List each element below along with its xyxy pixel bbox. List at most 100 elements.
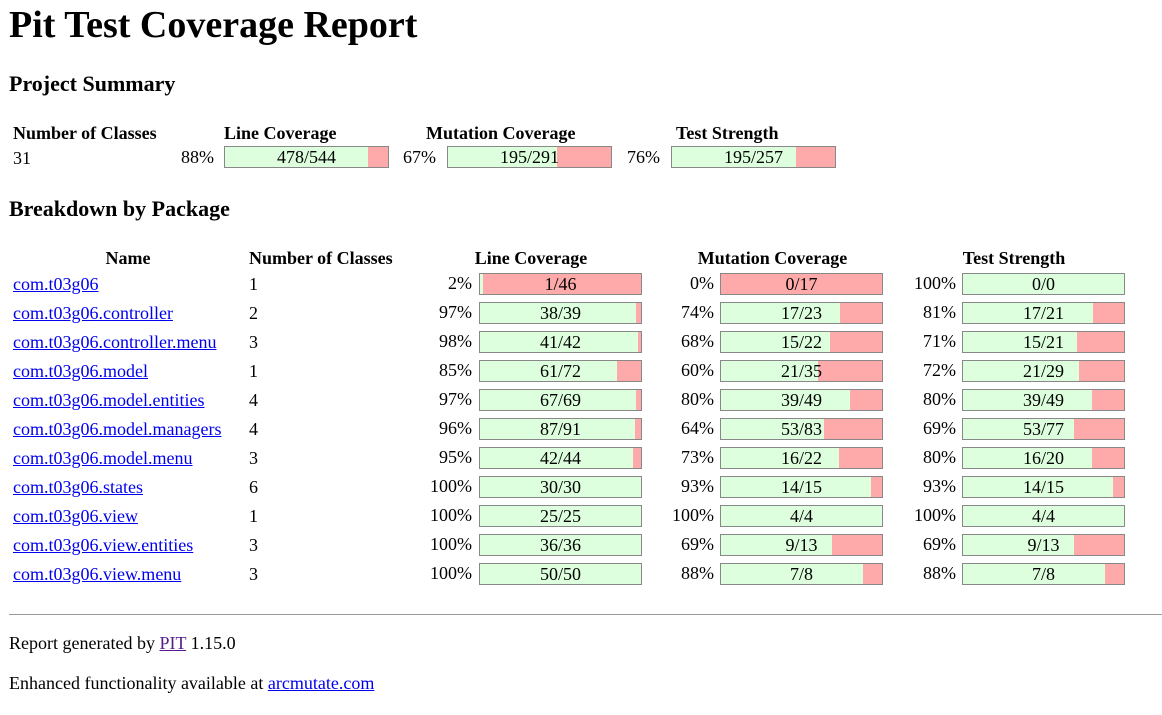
mutation-coverage-percent: 93% xyxy=(681,476,714,496)
line-coverage-percent: 100% xyxy=(430,476,472,496)
mutation-coverage-bar: 14/15 xyxy=(720,476,883,498)
test-strength-bar: 4/4 xyxy=(962,505,1125,527)
footer-enhanced-prefix: Enhanced functionality available at xyxy=(9,673,264,693)
line-coverage-bar: 50/50 xyxy=(479,563,642,585)
pit-link[interactable]: PIT xyxy=(159,633,187,653)
package-classes: 1 xyxy=(249,506,258,526)
page-title: Pit Test Coverage Report xyxy=(9,4,418,46)
summary-mutation-percent: 67% xyxy=(403,147,436,167)
line-coverage-bar: 36/36 xyxy=(479,534,642,556)
package-classes: 3 xyxy=(249,332,258,352)
line-coverage-bar: 87/91 xyxy=(479,418,642,440)
package-classes: 3 xyxy=(249,535,258,555)
arcmutate-link[interactable]: arcmutate.com xyxy=(267,673,375,693)
mutation-coverage-percent: 74% xyxy=(681,302,714,322)
test-strength-percent: 71% xyxy=(923,331,956,351)
package-link[interactable]: com.t03g06.controller xyxy=(13,303,173,323)
package-classes: 3 xyxy=(249,448,258,468)
line-coverage-percent: 97% xyxy=(439,302,472,322)
line-coverage-bar: 38/39 xyxy=(479,302,642,324)
test-strength-bar: 14/15 xyxy=(962,476,1125,498)
line-coverage-percent: 96% xyxy=(439,418,472,438)
footer-enhanced: Enhanced functionality available at arcm… xyxy=(9,672,374,694)
test-strength-percent: 69% xyxy=(923,418,956,438)
test-strength-bar: 17/21 xyxy=(962,302,1125,324)
summary-line-bar: 478/544 xyxy=(224,146,389,168)
test-strength-bar: 15/21 xyxy=(962,331,1125,353)
footer-generated-prefix: Report generated by xyxy=(9,633,155,653)
line-coverage-percent: 100% xyxy=(430,505,472,525)
breakdown-header-mutation: Mutation Coverage xyxy=(697,248,848,268)
summary-strength-percent: 76% xyxy=(627,147,660,167)
mutation-coverage-bar: 21/35 xyxy=(720,360,883,382)
test-strength-percent: 72% xyxy=(923,360,956,380)
test-strength-bar: 16/20 xyxy=(962,447,1125,469)
breakdown-header-classes: Number of Classes xyxy=(249,248,393,268)
summary-strength-bar: 195/257 xyxy=(671,146,836,168)
test-strength-bar: 9/13 xyxy=(962,534,1125,556)
footer-version: 1.15.0 xyxy=(190,633,236,653)
mutation-coverage-bar: 0/17 xyxy=(720,273,883,295)
breakdown-header-line: Line Coverage xyxy=(474,248,588,268)
package-link[interactable]: com.t03g06 xyxy=(13,274,99,294)
test-strength-percent: 100% xyxy=(914,505,956,525)
line-coverage-percent: 95% xyxy=(439,447,472,467)
summary-line-percent: 88% xyxy=(181,147,214,167)
test-strength-percent: 80% xyxy=(923,447,956,467)
package-link[interactable]: com.t03g06.states xyxy=(13,477,143,497)
test-strength-bar: 7/8 xyxy=(962,563,1125,585)
mutation-coverage-percent: 60% xyxy=(681,360,714,380)
mutation-coverage-percent: 88% xyxy=(681,563,714,583)
test-strength-bar: 39/49 xyxy=(962,389,1125,411)
breakdown-heading: Breakdown by Package xyxy=(9,196,230,221)
line-coverage-bar: 61/72 xyxy=(479,360,642,382)
package-link[interactable]: com.t03g06.model.managers xyxy=(13,419,222,439)
summary-header-classes: Number of Classes xyxy=(13,123,157,143)
package-classes: 4 xyxy=(249,390,258,410)
package-link[interactable]: com.t03g06.model.menu xyxy=(13,448,193,468)
mutation-coverage-bar: 15/22 xyxy=(720,331,883,353)
package-link[interactable]: com.t03g06.controller.menu xyxy=(13,332,217,352)
test-strength-percent: 69% xyxy=(923,534,956,554)
line-coverage-percent: 98% xyxy=(439,331,472,351)
mutation-coverage-bar: 4/4 xyxy=(720,505,883,527)
line-coverage-percent: 85% xyxy=(439,360,472,380)
line-coverage-percent: 97% xyxy=(439,389,472,409)
test-strength-bar: 21/29 xyxy=(962,360,1125,382)
mutation-coverage-bar: 16/22 xyxy=(720,447,883,469)
breakdown-header-strength: Test Strength xyxy=(962,248,1066,268)
line-coverage-percent: 2% xyxy=(448,273,472,293)
mutation-coverage-bar: 39/49 xyxy=(720,389,883,411)
summary-mutation-bar: 195/291 xyxy=(447,146,612,168)
summary-classes-value: 31 xyxy=(13,148,31,168)
line-coverage-bar: 25/25 xyxy=(479,505,642,527)
package-classes: 1 xyxy=(249,274,258,294)
test-strength-percent: 93% xyxy=(923,476,956,496)
breakdown-header-name: Name xyxy=(105,248,151,268)
package-link[interactable]: com.t03g06.model.entities xyxy=(13,390,205,410)
mutation-coverage-bar: 9/13 xyxy=(720,534,883,556)
test-strength-percent: 81% xyxy=(923,302,956,322)
mutation-coverage-bar: 17/23 xyxy=(720,302,883,324)
test-strength-percent: 100% xyxy=(914,273,956,293)
mutation-coverage-percent: 0% xyxy=(690,273,714,293)
package-link[interactable]: com.t03g06.view xyxy=(13,506,138,526)
mutation-coverage-percent: 64% xyxy=(681,418,714,438)
package-classes: 1 xyxy=(249,361,258,381)
mutation-coverage-percent: 100% xyxy=(672,505,714,525)
line-coverage-bar: 1/46 xyxy=(479,273,642,295)
package-classes: 4 xyxy=(249,419,258,439)
package-classes: 6 xyxy=(249,477,258,497)
footer-generated: Report generated by PIT 1.15.0 xyxy=(9,632,236,654)
package-link[interactable]: com.t03g06.model xyxy=(13,361,148,381)
package-link[interactable]: com.t03g06.view.entities xyxy=(13,535,194,555)
mutation-coverage-bar: 53/83 xyxy=(720,418,883,440)
package-classes: 2 xyxy=(249,303,258,323)
footer-divider xyxy=(9,614,1162,615)
package-link[interactable]: com.t03g06.view.menu xyxy=(13,564,182,584)
test-strength-percent: 80% xyxy=(923,389,956,409)
test-strength-bar: 0/0 xyxy=(962,273,1125,295)
line-coverage-percent: 100% xyxy=(430,563,472,583)
mutation-coverage-percent: 80% xyxy=(681,389,714,409)
line-coverage-bar: 67/69 xyxy=(479,389,642,411)
